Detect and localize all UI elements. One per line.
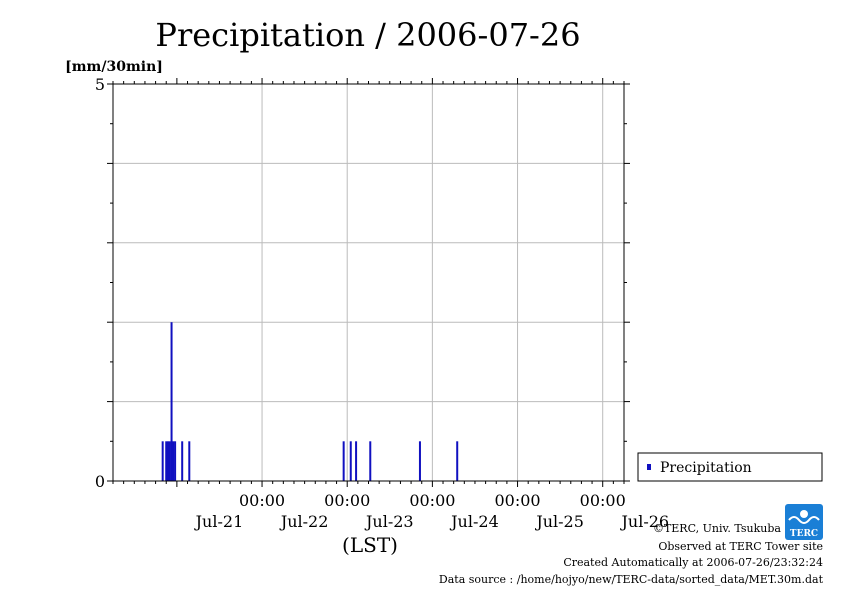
axes xyxy=(107,78,630,487)
x-tick-date-label: Jul-25 xyxy=(534,512,584,531)
source-text: Data source : /home/hojyo/new/TERC-data/… xyxy=(439,573,824,586)
x-tick-time-label: 00:00 xyxy=(580,491,626,510)
x-tick-date-label: Jul-23 xyxy=(364,512,414,531)
precip-bar xyxy=(181,441,184,481)
chart-title: Precipitation / 2006-07-26 xyxy=(155,16,580,54)
grid xyxy=(113,84,624,481)
x-tick-time-label: 00:00 xyxy=(494,491,540,510)
precip-bar xyxy=(418,441,421,481)
legend: Precipitation xyxy=(637,452,823,482)
precip-bar xyxy=(165,441,168,481)
x-tick-time-label: 00:00 xyxy=(239,491,285,510)
terc-logo: TERC xyxy=(785,504,823,540)
y-axis-unit-label: [mm/30min] xyxy=(65,59,163,75)
y-tick-label: 0 xyxy=(95,472,105,491)
x-axis-label: (LST) xyxy=(342,533,398,557)
precip-bar xyxy=(188,441,191,481)
precip-bar xyxy=(168,441,171,481)
x-tick-date-label: Jul-24 xyxy=(449,512,499,531)
precip-bar xyxy=(456,441,459,481)
precip-bar xyxy=(172,441,175,481)
bar-series xyxy=(161,322,459,481)
legend-label: Precipitation xyxy=(660,460,752,476)
precip-bar xyxy=(342,441,345,481)
precip-bar xyxy=(174,441,177,481)
precip-bar xyxy=(170,322,173,481)
precip-bar xyxy=(369,441,372,481)
precip-bar xyxy=(161,441,164,481)
logo-wave-icon xyxy=(788,516,820,524)
x-tick-time-label: 00:00 xyxy=(324,491,370,510)
precip-bar xyxy=(355,441,358,481)
tick-labels: 0 5 00:00 00:00 00:00 00:00 00:00 Jul-21 Jul-22 J… xyxy=(95,75,669,531)
precip-bar xyxy=(349,441,352,481)
copyright-text: ©TERC, Univ. Tsukuba xyxy=(653,522,781,535)
legend-swatch xyxy=(647,464,651,470)
precip-bar xyxy=(167,441,170,481)
x-tick-date-label: Jul-26 xyxy=(619,512,669,531)
legend-box xyxy=(637,452,823,482)
x-tick-date-label: Jul-21 xyxy=(194,512,244,531)
site-text: Observed at TERC Tower site xyxy=(658,540,823,553)
plot-frame xyxy=(112,83,625,482)
y-tick-label: 5 xyxy=(95,75,105,94)
x-tick-date-label: Jul-22 xyxy=(279,512,329,531)
logo-text: TERC xyxy=(790,529,818,539)
created-text: Created Automatically at 2006-07-26/23:3… xyxy=(563,556,823,569)
x-tick-time-label: 00:00 xyxy=(409,491,455,510)
logo-drop-icon xyxy=(800,510,808,518)
